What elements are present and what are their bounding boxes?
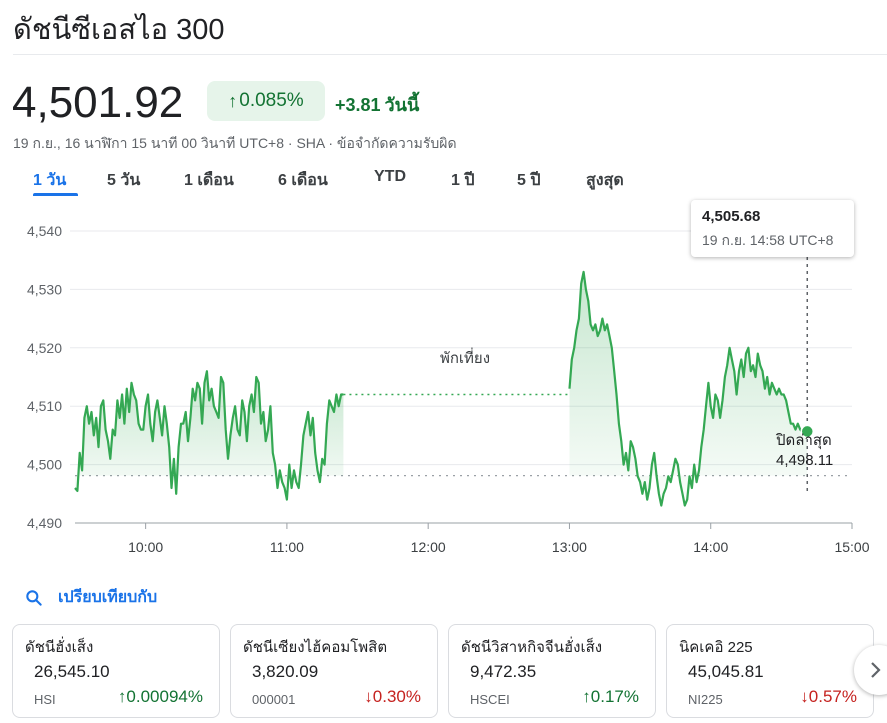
arrow-up-icon: ↑	[582, 687, 591, 706]
index-card-hscei[interactable]: ดัชนีวิสาหกิจจีนฮั่งเส็ง 9,472.35 HSCEI …	[448, 624, 656, 718]
x-tick-label: 13:00	[552, 539, 587, 555]
index-card-ticker: 000001	[252, 692, 296, 707]
index-card-change-value: 0.17%	[590, 687, 639, 706]
index-card-change-value: 0.00094%	[126, 687, 203, 706]
x-tick-label: 12:00	[411, 539, 446, 555]
index-card-change: ↑0.17%	[582, 687, 639, 707]
index-card-ticker: HSCEI	[470, 692, 510, 707]
y-tick-label: 4,490	[27, 515, 62, 531]
index-card-change: ↑0.00094%	[118, 687, 203, 707]
index-card-value: 9,472.35	[470, 662, 537, 681]
index-card-ticker: HSI	[34, 692, 56, 707]
tab-1y[interactable]: 1 ปี	[451, 172, 475, 189]
index-card-value: 45,045.81	[688, 662, 764, 681]
y-tick-label: 4,530	[27, 281, 62, 297]
search-icon	[26, 589, 42, 606]
tab-1m[interactable]: 1 เดือน	[184, 172, 234, 189]
price-chart[interactable]: 4,540 4,530 4,520 4,510 4,500 4,490 10:00 11:00…	[0, 195, 887, 565]
title-divider	[13, 54, 887, 55]
index-card-name: ดัชนีเซียงไฮ้คอมโพสิต	[243, 639, 388, 656]
x-tick-label: 14:00	[693, 539, 728, 555]
hover-point	[800, 424, 815, 439]
y-tick-label: 4,500	[27, 457, 62, 473]
index-card-name: ดัชนีฮั่งเส็ง	[25, 639, 94, 656]
tooltip-value: 4,505.68	[702, 208, 761, 225]
x-tick-label: 10:00	[128, 539, 163, 555]
index-card-ni225[interactable]: นิคเคอิ 225 45,045.81 NI225 ↓0.57%	[666, 624, 874, 718]
active-tab-indicator	[33, 193, 78, 196]
y-tick-label: 4,510	[27, 398, 62, 414]
quote-meta[interactable]: 19 ก.ย., 16 นาฬิกา 15 นาที 00 วินาที UTC…	[13, 135, 457, 151]
morning-session-line	[74, 370, 344, 501]
afternoon-session-area	[569, 271, 808, 506]
y-tick-label: 4,540	[27, 223, 62, 239]
change-absolute: +3.81 วันนี้	[335, 90, 419, 119]
index-card-value: 3,820.09	[252, 662, 319, 681]
tab-1d[interactable]: 1 วัน	[33, 172, 67, 189]
morning-session-area	[75, 371, 344, 500]
change-absolute-value: +3.81	[335, 95, 381, 115]
compare-label: เปรียบเทียบกับ	[58, 589, 158, 606]
index-card-name: นิคเคอิ 225	[679, 639, 753, 656]
y-tick-label: 4,520	[27, 340, 62, 356]
index-card-000001[interactable]: ดัชนีเซียงไฮ้คอมโพสิต 3,820.09 000001 ↓0…	[230, 624, 438, 718]
x-tick-label: 11:00	[270, 539, 304, 555]
arrow-up-icon: ↑	[117, 687, 127, 706]
previous-close-label: ปิดล่าสุด	[775, 432, 832, 450]
arrow-down-icon: ↓	[364, 687, 373, 706]
chevron-right-icon	[871, 662, 881, 678]
arrow-down-icon: ↓	[800, 687, 809, 706]
index-card-change: ↓0.57%	[800, 687, 857, 707]
index-card-change-value: 0.30%	[372, 687, 421, 706]
tab-5d[interactable]: 5 วัน	[107, 172, 141, 189]
afternoon-session-line	[568, 270, 808, 507]
x-tick-label: 15:00	[834, 539, 869, 555]
index-card-change-value: 0.57%	[808, 687, 857, 706]
change-percent-value: 0.085%	[239, 90, 304, 111]
index-card-name: ดัชนีวิสาหกิจจีนฮั่งเส็ง	[461, 639, 603, 656]
chart-tooltip: 4,505.68 19 ก.ย. 14:58 UTC+8	[691, 200, 854, 257]
current-price: 4,501.92	[12, 78, 184, 127]
tab-max[interactable]: สูงสุด	[586, 172, 624, 189]
index-card-change: ↓0.30%	[364, 687, 421, 707]
tooltip-time: 19 ก.ย. 14:58 UTC+8	[702, 232, 834, 248]
previous-close-value: 4,498.11	[776, 452, 833, 469]
tab-ytd[interactable]: YTD	[374, 168, 406, 185]
index-card-ticker: NI225	[688, 692, 723, 707]
page-title: ดัชนีซีเอสไอ 300	[13, 14, 225, 46]
change-percent-badge: ↑ 0.085%	[207, 81, 325, 121]
compare-button[interactable]: เปรียบเทียบกับ	[24, 585, 157, 610]
change-period: วันนี้	[384, 95, 420, 115]
price-chart-svg[interactable]: 4,540 4,530 4,520 4,510 4,500 4,490 10:00 11:00…	[0, 195, 887, 565]
index-card-hsi[interactable]: ดัชนีฮั่งเส็ง 26,545.10 HSI ↑0.00094%	[12, 624, 220, 718]
lunch-break-label: พักเที่ยง	[440, 347, 490, 367]
tab-6m[interactable]: 6 เดือน	[278, 172, 328, 189]
index-card-value: 26,545.10	[34, 662, 110, 681]
next-cards-button[interactable]	[854, 645, 887, 695]
tab-5y[interactable]: 5 ปี	[517, 172, 541, 189]
arrow-up-icon: ↑	[228, 90, 238, 111]
